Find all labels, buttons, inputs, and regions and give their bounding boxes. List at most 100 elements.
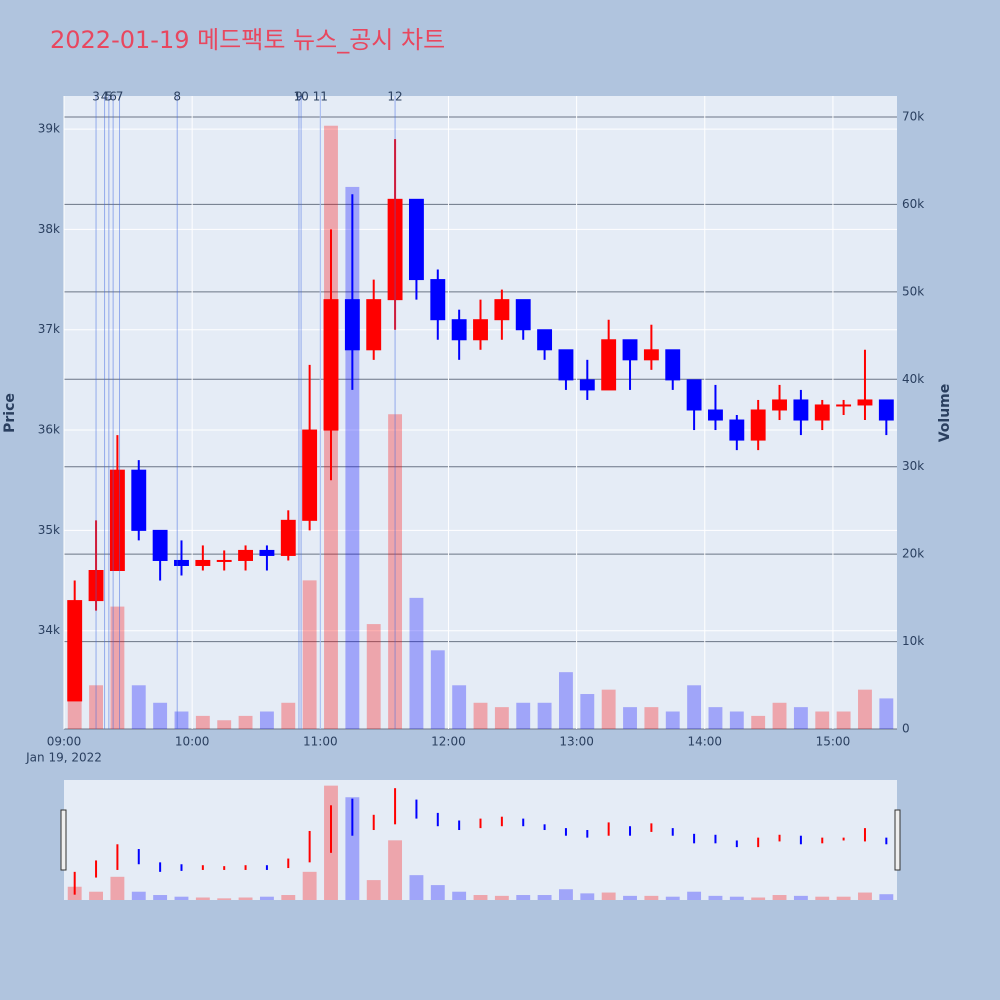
- chart-title: 2022-01-19 메드팩토 뉴스_공시 차트: [50, 26, 445, 54]
- candle-body: [686, 379, 702, 411]
- y-tick-label: 38k: [38, 222, 60, 236]
- candle-body: [579, 379, 595, 391]
- y-tick-label: 36k: [38, 423, 60, 437]
- slider-volume-bar: [238, 897, 253, 900]
- candle-body: [836, 404, 852, 407]
- candle-body: [729, 419, 745, 441]
- candle-body: [430, 279, 446, 321]
- candle-body: [408, 198, 424, 281]
- slider-volume-bar: [494, 895, 509, 900]
- candle-body: [302, 429, 318, 521]
- candle-body: [323, 299, 339, 431]
- slider-volume-bar: [409, 875, 424, 900]
- y-tick-label: 35k: [38, 523, 60, 537]
- slider-volume-bar: [473, 895, 488, 900]
- volume-bar: [259, 711, 274, 729]
- slider-volume-bar: [879, 894, 894, 900]
- volume-bar: [131, 685, 146, 729]
- volume-bar: [879, 698, 894, 729]
- volume-bar: [281, 702, 296, 729]
- range-handle-left[interactable]: [60, 809, 67, 871]
- slider-volume-bar: [89, 891, 103, 900]
- candle-body: [366, 299, 382, 351]
- volume-bar: [601, 689, 616, 729]
- slider-volume-bar: [537, 895, 552, 900]
- slider-volume-bar: [259, 896, 274, 900]
- volume-bar: [729, 711, 744, 729]
- slider-volume-bar: [580, 893, 595, 900]
- candle-body: [793, 399, 809, 421]
- volume-bar: [430, 650, 445, 729]
- x-tick-label: 10:00: [175, 735, 210, 749]
- slider-volume-bar: [388, 840, 403, 900]
- y2-tick-label: 40k: [902, 372, 924, 386]
- news-label: 5: [105, 90, 113, 104]
- slider-volume-bar: [858, 892, 872, 900]
- slider-volume-bar: [623, 895, 637, 900]
- candle-body: [259, 549, 275, 556]
- volume-bar: [452, 685, 467, 729]
- volume-bar: [110, 606, 125, 729]
- candle-body: [515, 299, 531, 331]
- volume-bar: [772, 702, 787, 729]
- candle-body: [622, 339, 638, 361]
- volume-bar: [153, 702, 168, 729]
- y2-tick-label: 0: [902, 722, 910, 736]
- slider-volume-bar: [516, 895, 531, 900]
- slider-volume-bar: [815, 896, 830, 900]
- y2-tick-label: 10k: [902, 634, 924, 648]
- y2-tick-label: 70k: [902, 109, 924, 123]
- news-label: 12: [387, 90, 402, 104]
- volume-bar: [302, 580, 317, 729]
- slider-volume-bar: [131, 891, 146, 900]
- candle-body: [473, 319, 488, 341]
- x-date-label: Jan 19, 2022: [25, 751, 102, 765]
- news-label: 11: [313, 90, 328, 104]
- slider-volume-bar: [751, 897, 766, 900]
- candle-body: [67, 600, 83, 702]
- slider-volume-bar: [345, 797, 360, 900]
- slider-volume-bar: [687, 891, 702, 900]
- candle-body: [643, 349, 659, 361]
- candle-body: [558, 349, 574, 381]
- slider-volume-bar: [302, 871, 317, 900]
- range-slider[interactable]: [64, 780, 897, 900]
- candle-body: [174, 559, 189, 566]
- y-tick-label: 34k: [38, 623, 60, 637]
- slider-volume-bar: [793, 895, 808, 900]
- news-label: 8: [173, 90, 181, 104]
- volume-bar: [366, 624, 381, 729]
- volume-bar: [858, 689, 872, 729]
- slider-volume-bar: [217, 898, 232, 900]
- candle-body: [772, 399, 787, 411]
- y2-tick-label: 30k: [902, 459, 924, 473]
- volume-bar: [537, 702, 552, 729]
- candle-body: [750, 409, 766, 441]
- volume-bar: [815, 711, 830, 729]
- volume-bar: [494, 707, 509, 729]
- candle-body: [601, 339, 617, 391]
- candle-body: [195, 559, 211, 566]
- volume-bar: [195, 715, 210, 729]
- candle-body: [857, 399, 873, 406]
- plot-area: [64, 96, 897, 729]
- slider-volume-bar: [281, 895, 296, 900]
- slider-volume-bar: [452, 891, 467, 900]
- range-handle-right[interactable]: [894, 809, 901, 871]
- candle-body: [152, 529, 168, 561]
- slider-volume-bar: [366, 880, 381, 900]
- candle-body: [814, 404, 830, 421]
- y2-tick-label: 50k: [902, 284, 924, 298]
- slider-volume-bar: [430, 885, 445, 900]
- volume-bar: [665, 711, 680, 729]
- news-label: 3: [92, 90, 100, 104]
- volume-bar: [644, 707, 659, 729]
- news-label: 10: [293, 90, 308, 104]
- candle-body: [708, 409, 723, 421]
- slider-volume-bar: [601, 892, 616, 900]
- x-tick-label: 13:00: [559, 735, 594, 749]
- x-tick-label: 09:00: [47, 735, 82, 749]
- news-label: 7: [116, 90, 124, 104]
- y-axis-title: Price: [2, 393, 18, 433]
